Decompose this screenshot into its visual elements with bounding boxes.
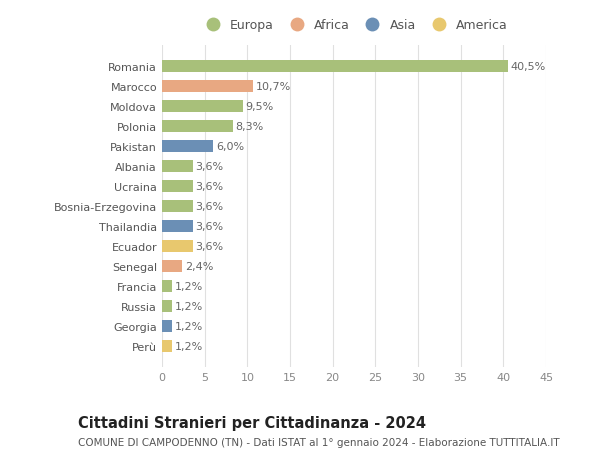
Bar [162, 61, 508, 73]
Bar [162, 261, 182, 273]
Text: 2,4%: 2,4% [185, 262, 214, 272]
Text: 8,3%: 8,3% [235, 122, 263, 132]
Bar [162, 301, 172, 313]
Text: COMUNE DI CAMPODENNO (TN) - Dati ISTAT al 1° gennaio 2024 - Elaborazione TUTTITA: COMUNE DI CAMPODENNO (TN) - Dati ISTAT a… [78, 437, 560, 447]
Legend: Europa, Africa, Asia, America: Europa, Africa, Asia, America [197, 17, 511, 35]
Bar [162, 341, 172, 353]
Bar [162, 121, 233, 133]
Text: 3,6%: 3,6% [195, 202, 223, 212]
Bar [162, 201, 193, 213]
Text: Cittadini Stranieri per Cittadinanza - 2024: Cittadini Stranieri per Cittadinanza - 2… [78, 415, 426, 431]
Text: 1,2%: 1,2% [175, 302, 203, 312]
Bar [162, 101, 243, 112]
Text: 40,5%: 40,5% [510, 62, 545, 72]
Bar [162, 180, 193, 192]
Text: 1,2%: 1,2% [175, 281, 203, 291]
Text: 9,5%: 9,5% [245, 101, 274, 112]
Text: 3,6%: 3,6% [195, 222, 223, 231]
Text: 6,0%: 6,0% [216, 141, 244, 151]
Text: 10,7%: 10,7% [256, 82, 291, 91]
Text: 3,6%: 3,6% [195, 162, 223, 172]
Text: 3,6%: 3,6% [195, 182, 223, 191]
Bar [162, 161, 193, 173]
Bar [162, 320, 172, 333]
Text: 3,6%: 3,6% [195, 241, 223, 252]
Bar [162, 241, 193, 252]
Bar [162, 280, 172, 292]
Bar [162, 80, 253, 93]
Text: 1,2%: 1,2% [175, 341, 203, 352]
Bar [162, 140, 213, 152]
Text: 1,2%: 1,2% [175, 322, 203, 331]
Bar [162, 221, 193, 233]
